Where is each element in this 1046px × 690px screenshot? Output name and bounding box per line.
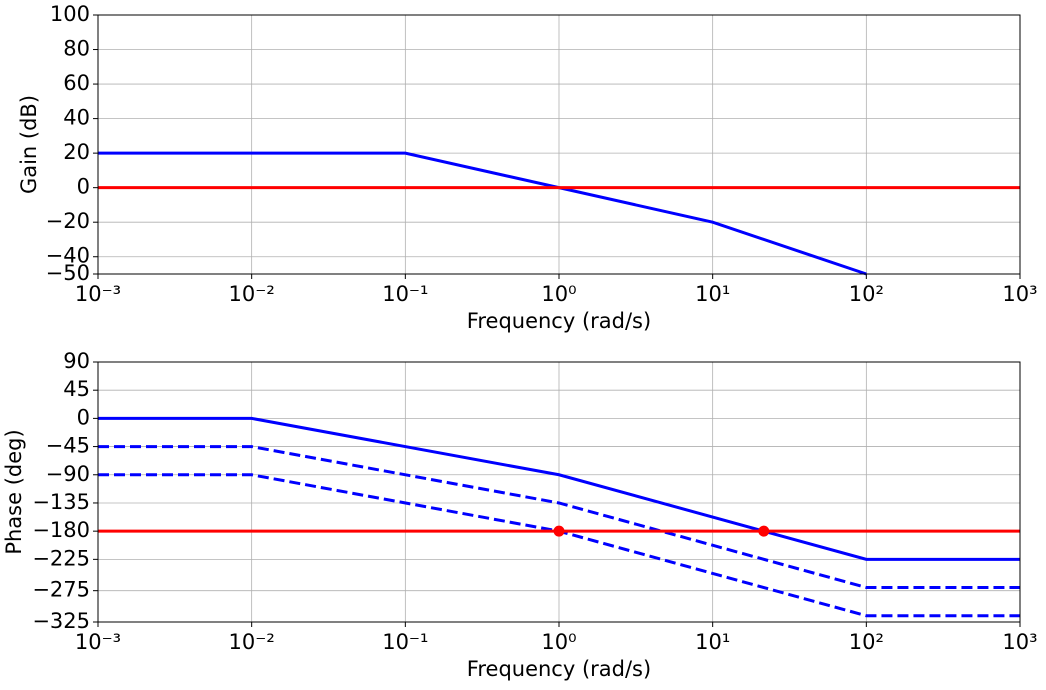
x-tick-label: 10⁻² [229, 630, 275, 654]
y-tick-label: −20 [46, 209, 90, 233]
y-tick-label: 20 [63, 140, 90, 164]
y-axis-label: Gain (dB) [17, 95, 41, 194]
y-tick-label: −90 [46, 462, 90, 486]
x-tick-label: 10¹ [695, 282, 730, 306]
x-tick-label: 10¹ [695, 630, 730, 654]
y-tick-label: 0 [77, 405, 90, 429]
y-tick-label: 80 [63, 37, 90, 61]
x-tick-label: 10² [849, 282, 884, 306]
y-tick-label: −225 [32, 546, 90, 570]
y-tick-label: −180 [32, 518, 90, 542]
y-tick-label: −40 [46, 244, 90, 268]
y-tick-label: −135 [32, 490, 90, 514]
plot-frame [97, 361, 1021, 623]
y-tick-label: −275 [32, 578, 90, 602]
y-tick-label: −50 [46, 261, 90, 285]
marker [758, 525, 770, 537]
y-tick-label: −45 [46, 434, 90, 458]
x-tick-label: 10⁰ [541, 282, 576, 306]
x-tick-label: 10⁰ [541, 630, 576, 654]
y-tick-label: 60 [63, 71, 90, 95]
plot-frame [97, 14, 1021, 275]
x-tick-label: 10³ [1002, 282, 1037, 306]
x-tick-label: 10⁻² [229, 282, 275, 306]
x-tick-label: 10⁻¹ [382, 282, 428, 306]
y-tick-label: 0 [77, 175, 90, 199]
line [98, 416, 1020, 561]
x-tick-label: 10³ [1002, 630, 1037, 654]
line [98, 151, 867, 276]
y-tick-label: −325 [32, 609, 90, 633]
x-tick-label: 10² [849, 630, 884, 654]
marker [553, 525, 565, 537]
x-tick-label: 10⁻³ [75, 630, 121, 654]
y-axis-label: Phase (deg) [2, 429, 26, 554]
y-tick-label: 45 [63, 377, 90, 401]
x-axis-label: Frequency (rad/s) [467, 657, 651, 681]
x-tick-label: 10⁻³ [75, 282, 121, 306]
x-axis-label: Frequency (rad/s) [467, 309, 651, 333]
line [98, 445, 1020, 590]
y-tick-label: 100 [50, 2, 90, 26]
y-tick-label: 90 [63, 349, 90, 373]
y-tick-label: 40 [63, 106, 90, 130]
x-tick-label: 10⁻¹ [382, 630, 428, 654]
